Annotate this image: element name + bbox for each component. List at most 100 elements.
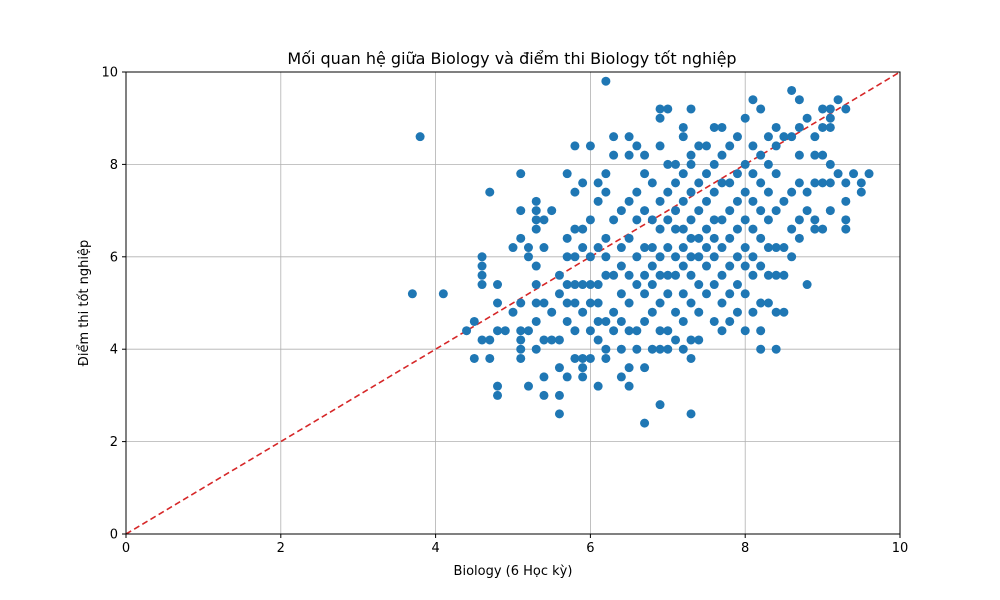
data-point [810,132,820,142]
data-point [477,335,487,345]
data-point [624,326,634,336]
data-point [849,169,859,179]
data-point [531,261,541,271]
data-point [717,298,727,308]
data-point [702,261,711,271]
x-tick-label: 6 [586,541,594,556]
data-point [593,280,603,290]
data-point [493,381,503,391]
axis-ticks: 0 2 4 6 8 10 0 2 4 6 8 10 [101,66,908,557]
data-point [794,215,804,225]
data-point [516,206,526,216]
data-point [523,243,533,253]
data-point [663,187,673,197]
data-point [763,298,773,308]
data-point [709,187,719,197]
data-point [593,178,603,188]
data-point [578,363,588,373]
data-point [647,261,657,271]
data-point [516,326,526,336]
data-point [732,307,742,317]
data-point [748,169,758,179]
data-point [554,335,564,345]
data-point [694,335,704,345]
data-point [856,187,866,197]
data-point [678,196,688,206]
data-point [686,335,696,345]
data-point [632,215,642,225]
data-point [624,381,634,391]
data-point [740,187,750,197]
data-point [663,326,673,336]
data-point [647,243,657,253]
data-point [493,390,503,400]
data-point [493,280,503,290]
data-point [771,243,781,253]
data-point [585,280,595,290]
data-point [678,289,688,299]
data-point [601,270,611,280]
data-point [732,224,742,234]
data-point [554,270,564,280]
data-point [477,261,487,271]
data-point [717,122,727,132]
data-point [825,178,835,188]
data-point [810,150,820,160]
data-point [570,353,580,363]
data-point [864,169,874,179]
data-point [562,372,572,382]
data-point [477,270,487,280]
data-point [655,141,665,151]
data-point [841,196,851,206]
data-point [802,113,812,123]
data-point [779,196,789,206]
data-point [570,224,580,234]
data-point [771,141,781,151]
data-point [686,159,696,169]
data-point [779,243,789,253]
data-point [663,344,673,354]
data-point [748,252,758,262]
data-point [771,270,781,280]
data-point [756,298,766,308]
data-point [655,298,665,308]
data-point [616,372,626,382]
data-point [593,243,603,253]
data-point [702,169,711,179]
data-point [748,307,758,317]
data-point [570,187,580,197]
data-point [671,178,681,188]
data-point [756,326,766,336]
data-point [740,113,750,123]
data-point [810,178,820,188]
data-point [539,390,549,400]
data-point [841,104,851,114]
data-point [593,381,603,391]
data-point [686,252,696,262]
data-point [686,215,696,225]
data-point [686,353,696,363]
data-point [686,150,696,160]
data-point [562,233,572,243]
data-point [794,178,804,188]
data-point [640,418,650,428]
data-point [686,187,696,197]
data-point [609,307,619,317]
data-point [477,252,487,262]
data-point [779,132,789,142]
data-point [493,326,503,336]
plot-frame [125,71,901,535]
data-point [671,307,681,317]
y-tick-label: 6 [110,250,118,265]
data-point [725,316,735,326]
data-point [647,307,657,317]
data-point [578,224,588,234]
data-point [702,289,711,299]
data-point [756,178,766,188]
data-point [802,280,812,290]
data-point [678,169,688,179]
data-point [732,169,742,179]
x-tick-label: 4 [431,541,439,556]
data-point [671,335,681,345]
data-point [640,270,650,280]
